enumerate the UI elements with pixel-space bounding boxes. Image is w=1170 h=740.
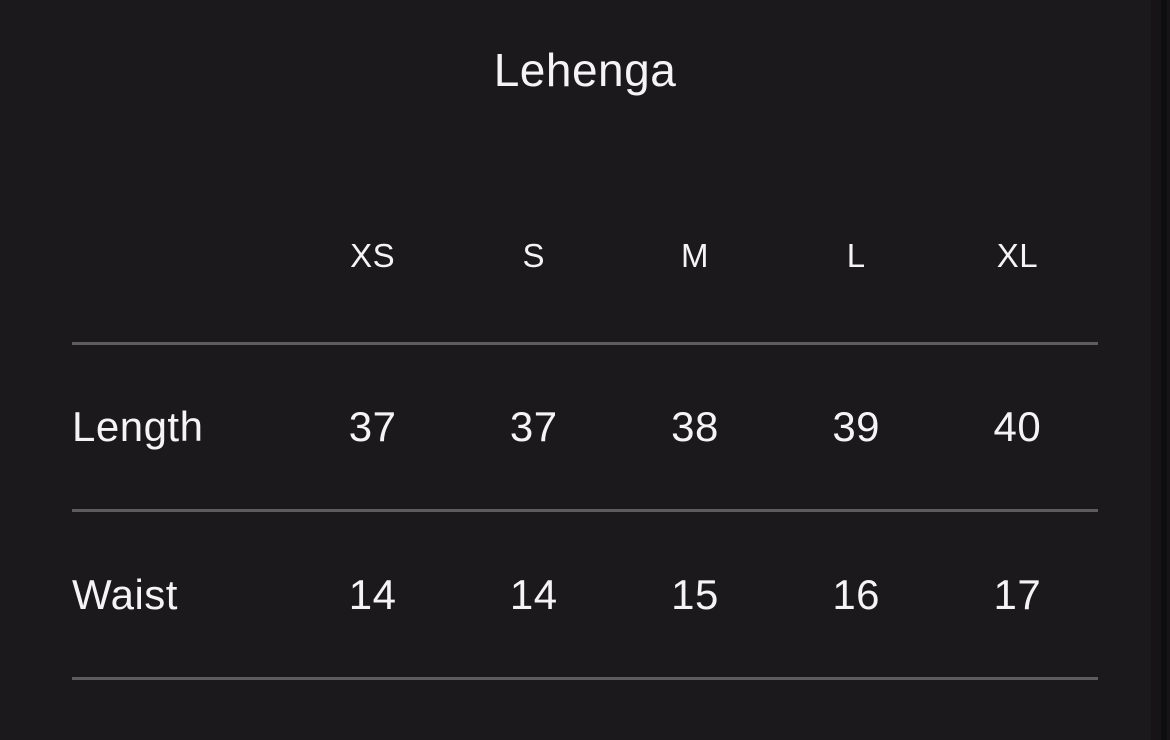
cell-waist-s: 14 [509, 570, 558, 618]
page-title: Lehenga [493, 44, 677, 96]
row-label-length: Length [72, 403, 204, 450]
corner-cell [72, 170, 292, 342]
table-row-waist: Waist 14 14 15 16 17 [72, 512, 1098, 680]
cell-length-s: 37 [509, 403, 558, 450]
cell-length-l: 39 [832, 403, 881, 450]
row-label-waist: Waist [72, 570, 178, 618]
cell-waist-l: 16 [832, 570, 881, 618]
cell-length-m: 38 [671, 403, 719, 450]
column-header-xs: XS [350, 237, 396, 274]
table-row-length: Length 37 37 38 39 40 [72, 345, 1098, 512]
cell-length-xl: 40 [993, 403, 1042, 450]
table-header-row: XS S M L XL [72, 170, 1098, 345]
size-chart-table: XS S M L XL Length 37 37 38 39 40 Waist … [72, 170, 1098, 680]
column-header-s: S [522, 237, 546, 274]
column-header-m: M [680, 237, 709, 274]
column-header-l: L [846, 237, 866, 274]
column-header-xl: XL [996, 237, 1039, 274]
scrollbar-track[interactable] [1151, 0, 1170, 740]
scrollbar-thumb[interactable] [1161, 0, 1167, 740]
cell-waist-m: 15 [671, 570, 719, 618]
cell-waist-xs: 14 [348, 570, 397, 618]
cell-length-xs: 37 [348, 403, 397, 450]
cell-waist-xl: 17 [993, 570, 1042, 618]
